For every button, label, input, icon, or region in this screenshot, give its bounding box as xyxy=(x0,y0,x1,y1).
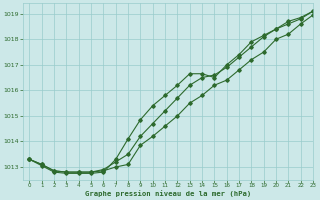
X-axis label: Graphe pression niveau de la mer (hPa): Graphe pression niveau de la mer (hPa) xyxy=(85,190,251,197)
